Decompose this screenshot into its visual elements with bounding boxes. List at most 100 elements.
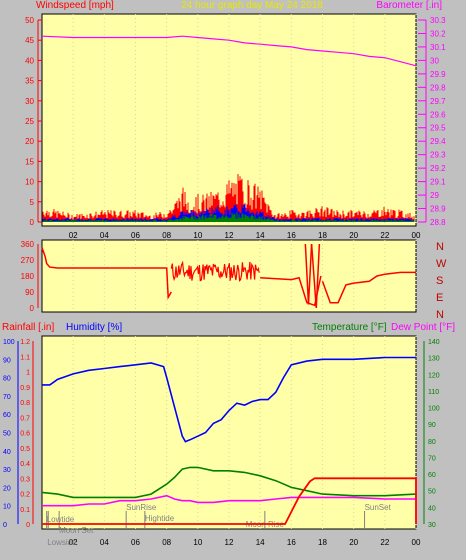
- temp-y-tick: 140: [428, 339, 440, 346]
- hightide-label: Hightide: [145, 514, 175, 523]
- temp-x-tick: 00: [412, 538, 421, 547]
- temp-y-tick: 50: [428, 489, 436, 496]
- temperature-line: [41, 466, 417, 499]
- baro-y-tick: 29.1: [430, 178, 446, 187]
- compass-label: N: [436, 241, 444, 253]
- wind-y-tick: 20: [25, 137, 34, 146]
- rainfall-line: [42, 477, 417, 525]
- humidity-y-tick: 70: [3, 394, 11, 401]
- temp-y-tick: 70: [428, 455, 436, 462]
- temp-x-tick: 18: [318, 538, 327, 547]
- humidity-y-tick: 20: [3, 485, 11, 492]
- temperature-axis-label: Temperature [°F]: [312, 322, 387, 333]
- humidity-y-tick: 100: [3, 339, 15, 346]
- baro-y-tick: 30.3: [430, 16, 446, 25]
- temp-x-tick: 06: [131, 538, 140, 547]
- dir-y-tick: 180: [21, 272, 35, 281]
- lowside-label: Lowside: [47, 538, 77, 547]
- temp-x-tick: 12: [225, 538, 234, 547]
- temp-y-tick: 100: [428, 406, 440, 413]
- wind-x-tick: 18: [318, 231, 327, 240]
- wind-x-tick: 10: [193, 231, 202, 240]
- baro-y-tick: 29.5: [430, 124, 446, 133]
- rain-y-tick: 1: [26, 370, 30, 377]
- temp-y-tick: 110: [428, 389, 439, 396]
- wind-bars: [42, 174, 415, 222]
- windspeed-axis-label: Windspeed [mph]: [36, 0, 114, 11]
- barometer-line: [41, 35, 417, 67]
- humidity-y-tick: 30: [3, 467, 11, 474]
- temp-x-tick: 08: [162, 538, 171, 547]
- wind-y-tick: 50: [25, 16, 34, 25]
- baro-y-tick: 28.8: [430, 218, 446, 227]
- baro-y-tick: 30.2: [430, 29, 446, 38]
- compass-label: W: [436, 258, 447, 270]
- temp-y-tick: 30: [428, 522, 436, 529]
- compass-label: E: [436, 292, 443, 304]
- rain-y-tick: 0.6: [20, 431, 30, 438]
- rain-y-tick: 0.8: [20, 400, 30, 407]
- temp-x-tick: 04: [100, 538, 109, 547]
- wind-y-tick: 10: [25, 178, 34, 187]
- humidity-y-tick: 0: [3, 522, 7, 529]
- direction-line: [41, 247, 172, 300]
- wind-x-tick: 08: [162, 231, 171, 240]
- dir-y-tick: 360: [21, 240, 35, 249]
- humidity-y-tick: 40: [3, 449, 11, 456]
- dewpoint-axis-label: Dew Point [°F]: [391, 322, 455, 333]
- chart-title: 24 hour graph day May 24 2018: [181, 0, 323, 11]
- wind-y-tick: 25: [25, 117, 34, 126]
- baro-y-tick: 28.9: [430, 205, 446, 214]
- wind-x-tick: 16: [287, 231, 296, 240]
- rain-y-tick: 0.3: [20, 476, 30, 483]
- temp-x-tick: 22: [380, 538, 389, 547]
- temp-y-tick: 40: [428, 505, 436, 512]
- dir-y-tick: 0: [30, 304, 35, 313]
- wind-y-tick: 35: [25, 77, 34, 86]
- lowtide-label: Lowtide: [47, 515, 75, 524]
- temp-y-tick: 60: [428, 472, 436, 479]
- baro-y-tick: 30.1: [430, 43, 446, 52]
- baro-y-tick: 29.9: [430, 70, 446, 79]
- humidity-y-tick: 90: [3, 357, 11, 364]
- rain-y-tick: 0.2: [20, 492, 30, 499]
- temp-y-tick: 120: [428, 372, 440, 379]
- wind-y-tick: 45: [25, 36, 34, 45]
- rain-y-tick: 0.1: [20, 507, 30, 514]
- wind-x-tick: 22: [380, 231, 389, 240]
- rain-y-tick: 0.4: [20, 461, 30, 468]
- humidity-y-tick: 80: [3, 376, 11, 383]
- compass-label: S: [436, 275, 443, 287]
- rain-y-tick: 0.7: [20, 415, 30, 422]
- compass-label: N: [436, 309, 444, 321]
- humidity-axis-label: Humidity [%]: [66, 322, 122, 333]
- direction-spike: [315, 243, 321, 309]
- direction-noisy-line: [170, 260, 260, 282]
- dew-point-line: [42, 494, 416, 507]
- barometer-axis-label: Barometer [.in]: [376, 0, 442, 11]
- temp-x-tick: 14: [256, 538, 265, 547]
- sunset-label: SunSet: [365, 503, 392, 512]
- wind-x-tick: 06: [131, 231, 140, 240]
- sunrise-label: SunRise: [126, 503, 157, 512]
- baro-y-tick: 30: [430, 56, 439, 65]
- rain-y-tick: 1.2: [20, 339, 30, 346]
- baro-y-tick: 29.8: [430, 83, 446, 92]
- humidity-y-tick: 60: [3, 412, 11, 419]
- rain-y-tick: 1.1: [20, 354, 30, 361]
- temp-x-tick: 02: [69, 538, 78, 547]
- temp-x-tick: 16: [287, 538, 296, 547]
- wind-x-tick: 00: [412, 231, 421, 240]
- baro-y-tick: 29: [430, 191, 439, 200]
- wind-y-tick: 0: [30, 218, 35, 227]
- baro-y-tick: 29.2: [430, 164, 446, 173]
- temp-x-tick: 20: [349, 538, 358, 547]
- temp-y-tick: 90: [428, 422, 436, 429]
- wind-y-tick: 40: [25, 56, 34, 65]
- wind-x-tick: 14: [256, 231, 265, 240]
- baro-y-tick: 29.4: [430, 137, 446, 146]
- baro-y-tick: 29.7: [430, 97, 446, 106]
- wind-x-tick: 12: [225, 231, 234, 240]
